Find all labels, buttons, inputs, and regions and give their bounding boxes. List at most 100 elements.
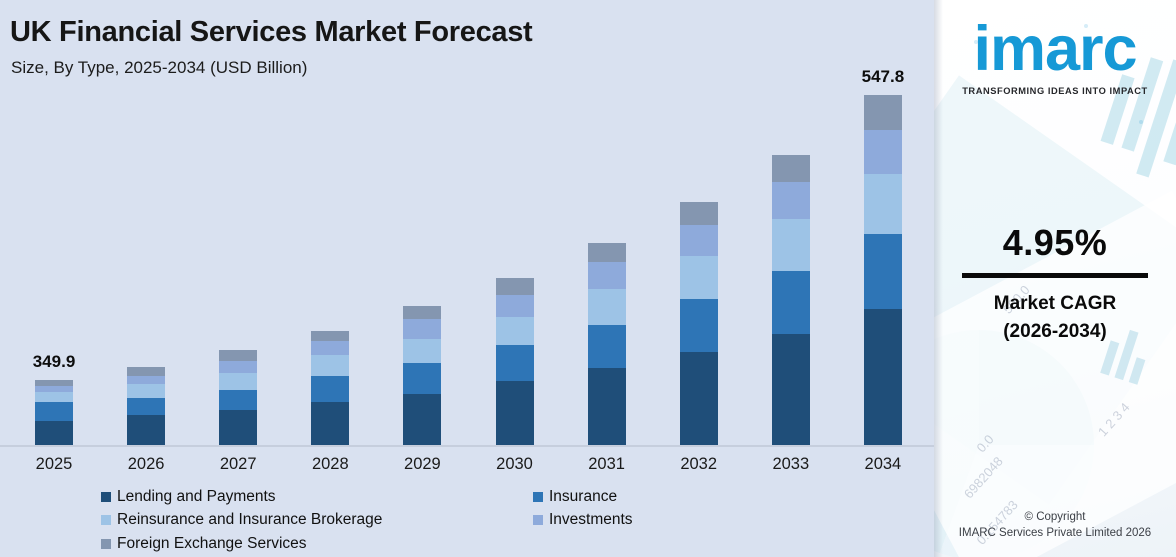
bar-segment: [311, 376, 350, 402]
bar-segment: [495, 278, 534, 295]
legend-marker: [533, 491, 543, 502]
imarc-logo: imarc TRANSFORMING IDEAS INTO IMPACT: [934, 10, 1176, 96]
bar-segment: [679, 352, 718, 445]
chart-section: UK Financial Services Market Forecast Si…: [0, 16, 934, 552]
bar-segment: [863, 130, 902, 174]
bar-segment: [679, 202, 718, 225]
bar-segment: [403, 394, 442, 445]
bar-segment: [35, 380, 73, 386]
bar-segment: [679, 225, 718, 256]
decorative-number: 6982048: [960, 453, 1006, 502]
bar-2029: [403, 306, 442, 445]
bar-segment: [495, 381, 534, 445]
x-axis-label: 2028: [311, 455, 349, 473]
bar-2034: [863, 95, 902, 445]
bar-segment: [495, 317, 534, 345]
legend-item: Insurance: [533, 487, 618, 505]
bar-segment: [127, 398, 166, 415]
copyright-symbol-line: © Copyright: [1024, 511, 1086, 523]
bar-segment: [127, 415, 166, 445]
x-axis-label: 2032: [680, 455, 718, 473]
x-axis-label: 2029: [404, 455, 441, 473]
bar-segment: [587, 243, 626, 262]
x-axis-label: 2034: [864, 455, 902, 473]
x-axis-label: 2027: [219, 455, 257, 473]
bar-segment: [403, 319, 442, 339]
bar-segment: [771, 334, 810, 445]
bar-2033: [771, 155, 810, 445]
bar-value-label: 547.8: [861, 67, 905, 86]
x-axis-line: [0, 445, 934, 447]
chart-title: UK Financial Services Market Forecast: [10, 16, 533, 48]
bar-2025: [35, 380, 73, 445]
legend-item: Lending and Payments: [101, 487, 276, 505]
bar-segment: [587, 325, 626, 368]
legend-label: Reinsurance and Insurance Brokerage: [117, 511, 383, 528]
bar-2032: [679, 202, 718, 445]
legend-marker: [533, 515, 543, 525]
bar-segment: [219, 373, 258, 390]
bar-value-label: 349.9: [32, 352, 76, 371]
bar-segment: [311, 341, 350, 355]
legend-label: Foreign Exchange Services: [117, 534, 307, 552]
brand-sidebar: 500.0 0.0 6982048 1 2 3 4 0.154783 imarc…: [934, 0, 1176, 557]
imarc-logo-tagline: TRANSFORMING IDEAS INTO IMPACT: [962, 86, 1148, 96]
bar-segment: [587, 262, 626, 289]
legend-item: Investments: [533, 511, 633, 528]
legend-marker: [101, 538, 111, 549]
bar-segment: [679, 256, 718, 299]
x-axis-label: 2026: [127, 455, 165, 473]
bar-segment: [771, 155, 810, 182]
legend-item: Reinsurance and Insurance Brokerage: [101, 511, 383, 528]
bar-segment: [127, 384, 166, 398]
bar-segment: [863, 174, 902, 234]
bar-segment: [403, 306, 442, 319]
bar-segment: [311, 331, 350, 341]
cagr-divider: [962, 273, 1148, 278]
bar-segment: [863, 95, 902, 130]
bar-segment: [863, 309, 902, 445]
bar-segment: [35, 402, 73, 421]
bar-segment: [35, 392, 73, 402]
panel-edge-shadow: [934, 0, 943, 557]
bar-segment: [127, 376, 166, 384]
decorative-number: 1 2 3 4: [1095, 399, 1133, 440]
bar-2031: [587, 243, 626, 445]
bar-2030: [495, 278, 534, 445]
copyright-company-line: IMARC Services Private Limited 2026: [958, 527, 1152, 539]
legend-item: Foreign Exchange Services: [101, 534, 307, 552]
bar-segment: [679, 299, 718, 352]
x-axis-label: 2031: [588, 455, 625, 473]
imarc-logo-text: imarc: [973, 14, 1137, 84]
bar-segment: [311, 355, 350, 376]
legend-label: Lending and Payments: [117, 487, 276, 505]
decorative-dot: [1139, 120, 1143, 124]
bar-segment: [219, 350, 258, 361]
cagr-label: Market CAGR: [993, 293, 1117, 314]
legend-marker: [101, 491, 111, 502]
bar-2026: [127, 367, 166, 445]
copyright: © Copyright IMARC Services Private Limit…: [934, 509, 1176, 541]
legend-marker: [101, 515, 111, 525]
cagr-callout: 4.95% Market CAGR (2026-2034): [934, 222, 1176, 346]
bar-segment: [403, 339, 442, 363]
bar-segment: [771, 271, 810, 334]
bar-segment: [219, 390, 258, 410]
bar-segment: [587, 289, 626, 325]
decorative-number: 0.0: [973, 431, 997, 456]
x-axis-label: 2033: [772, 455, 810, 473]
bar-segment: [35, 386, 73, 392]
bar-segment: [771, 219, 810, 271]
bar-segment: [863, 234, 902, 309]
cagr-period: (2026-2034): [1003, 321, 1107, 342]
cagr-value: 4.95%: [1002, 222, 1108, 263]
bar-segment: [495, 345, 534, 381]
bar-segment: [219, 361, 258, 373]
x-axis-label: 2025: [35, 455, 73, 473]
bar-segment: [35, 421, 73, 445]
bar-segment: [587, 368, 626, 445]
bar-segment: [311, 402, 350, 445]
bar-2028: [311, 331, 350, 445]
legend-label: Insurance: [549, 487, 618, 505]
